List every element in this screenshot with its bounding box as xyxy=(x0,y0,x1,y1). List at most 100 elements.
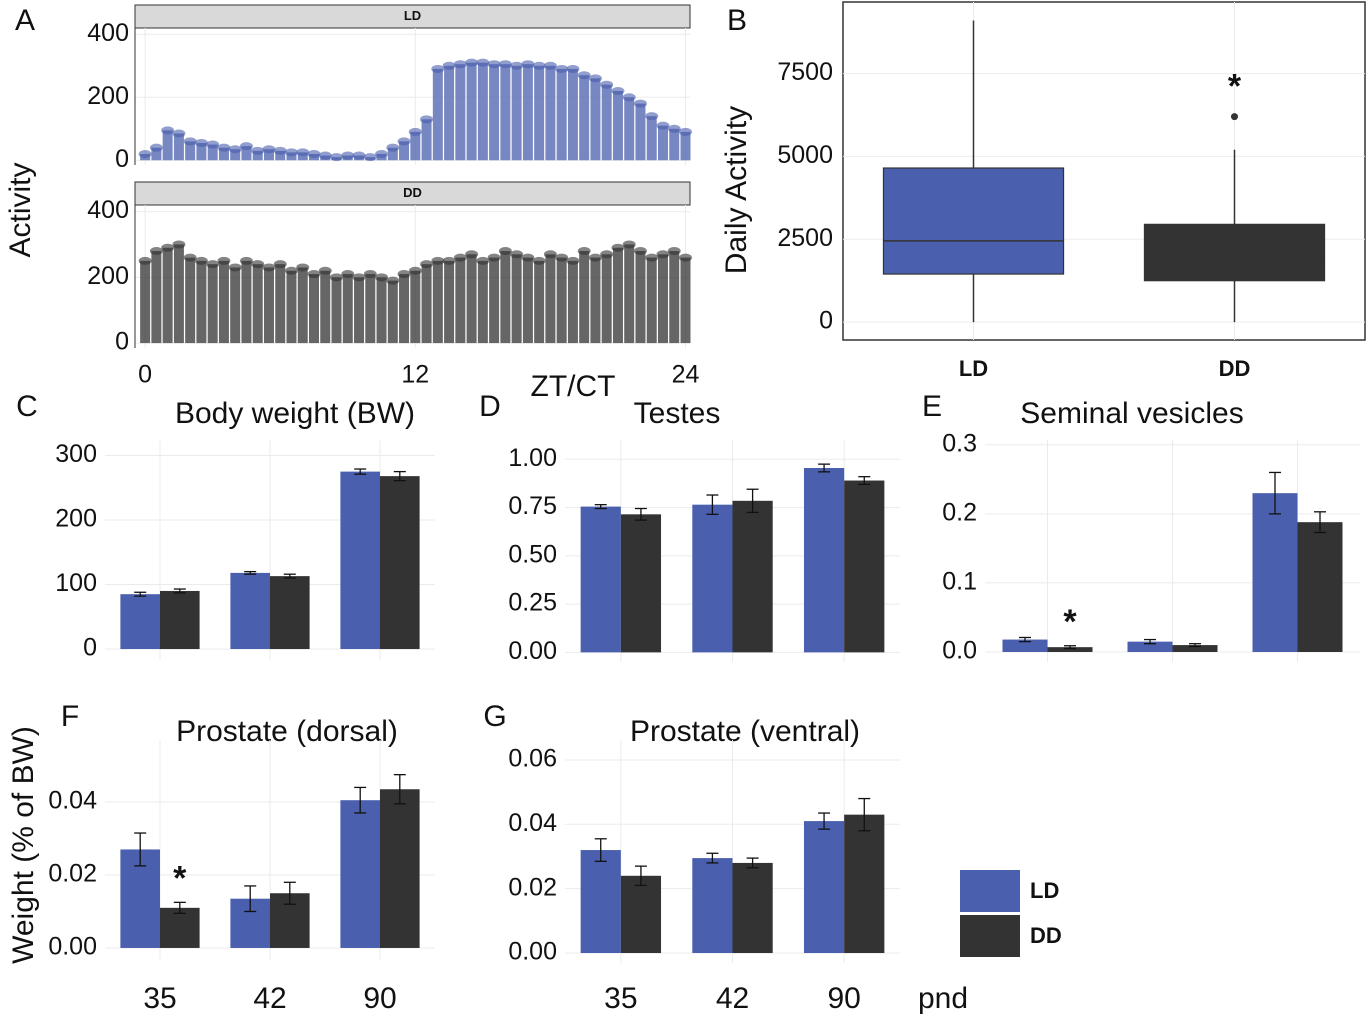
activity-point xyxy=(532,256,546,265)
activity-column xyxy=(669,128,680,161)
bar xyxy=(120,594,160,650)
bar xyxy=(340,471,380,650)
legend-swatch xyxy=(960,870,1020,912)
panel-letter: G xyxy=(483,700,506,733)
bar xyxy=(340,800,380,948)
activity-column xyxy=(680,257,691,344)
bar xyxy=(1127,641,1173,652)
activity-point xyxy=(397,137,411,146)
activity-point xyxy=(307,270,321,279)
y-tick-label: 0.50 xyxy=(508,540,557,568)
activity-column xyxy=(207,264,218,344)
activity-column xyxy=(320,270,331,344)
activity-point xyxy=(510,61,524,70)
activity-point xyxy=(622,240,636,249)
activity-point xyxy=(172,129,186,138)
activity-point xyxy=(645,253,659,262)
activity-point xyxy=(543,61,557,70)
activity-point xyxy=(656,121,670,130)
activity-column xyxy=(657,254,668,344)
activity-point xyxy=(183,137,197,146)
activity-point xyxy=(217,143,231,152)
activity-point xyxy=(656,250,670,259)
activity-column xyxy=(263,149,274,161)
panel-title: Seminal vesicles xyxy=(1020,397,1243,430)
activity-point xyxy=(183,253,197,262)
bar xyxy=(1047,647,1093,652)
activity-column xyxy=(275,264,286,344)
panel-letter: D xyxy=(479,390,501,423)
activity-point xyxy=(476,58,490,67)
activity-point xyxy=(228,145,242,154)
panel-letter: C xyxy=(16,390,38,423)
activity-column xyxy=(477,260,488,344)
y-tick-label: 100 xyxy=(55,569,97,597)
outlier xyxy=(1231,113,1238,121)
activity-point xyxy=(206,260,220,269)
activity-column xyxy=(365,274,376,344)
y-tick-label: 7500 xyxy=(777,58,833,86)
activity-column xyxy=(230,267,241,344)
activity-point xyxy=(465,58,479,67)
y-tick-label: 1.00 xyxy=(508,444,557,472)
activity-column xyxy=(511,254,522,344)
activity-column xyxy=(567,68,578,161)
activity-column xyxy=(545,254,556,344)
panel-title: Testes xyxy=(634,397,721,430)
bar xyxy=(380,789,420,948)
activity-column xyxy=(635,103,646,161)
activity-column xyxy=(196,260,207,344)
y-axis-label: Activity xyxy=(4,162,37,257)
bar xyxy=(160,590,200,650)
facet-strip xyxy=(134,4,691,29)
bar xyxy=(803,821,845,954)
legend-swatch xyxy=(960,915,1020,957)
activity-point xyxy=(239,256,253,265)
activity-point xyxy=(442,61,456,70)
activity-point xyxy=(566,64,580,73)
activity-column xyxy=(331,277,342,344)
activity-column xyxy=(173,244,184,344)
facet-strip xyxy=(134,181,691,206)
y-tick-label: 0.00 xyxy=(508,938,557,966)
activity-point xyxy=(487,60,501,69)
y-tick-label: 0.04 xyxy=(508,809,557,837)
activity-point xyxy=(138,149,152,158)
bar xyxy=(380,476,420,650)
facet-label: LD xyxy=(404,8,421,23)
activity-column xyxy=(534,260,545,344)
activity-column xyxy=(466,254,477,344)
activity-point xyxy=(352,151,366,160)
y-tick-label: 0.06 xyxy=(508,745,557,773)
activity-column xyxy=(432,260,443,344)
bar xyxy=(620,875,662,954)
panel-letter: E xyxy=(922,390,942,423)
activity-column xyxy=(455,64,466,161)
activity-column xyxy=(567,260,578,344)
activity-point xyxy=(149,247,163,256)
x-tick-label: 0 xyxy=(138,361,152,389)
activity-column xyxy=(534,65,545,161)
y-tick-label: 400 xyxy=(87,196,129,224)
activity-point xyxy=(577,71,591,80)
activity-column xyxy=(162,247,173,344)
activity-point xyxy=(622,93,636,102)
activity-point xyxy=(600,80,614,89)
activity-column xyxy=(399,274,410,344)
activity-column xyxy=(286,270,297,344)
activity-point xyxy=(577,247,591,256)
activity-point xyxy=(318,266,332,275)
box xyxy=(882,167,1065,275)
y-tick-label: 200 xyxy=(55,505,97,533)
activity-point xyxy=(678,127,692,136)
activity-point xyxy=(273,260,287,269)
activity-point xyxy=(633,99,647,108)
activity-column xyxy=(500,64,511,161)
activity-point xyxy=(262,145,276,154)
activity-point xyxy=(284,148,298,157)
x-tick-label: 90 xyxy=(827,982,860,1015)
activity-column xyxy=(252,150,263,161)
activity-column xyxy=(354,277,365,344)
y-tick-label: 0.1 xyxy=(942,568,977,596)
